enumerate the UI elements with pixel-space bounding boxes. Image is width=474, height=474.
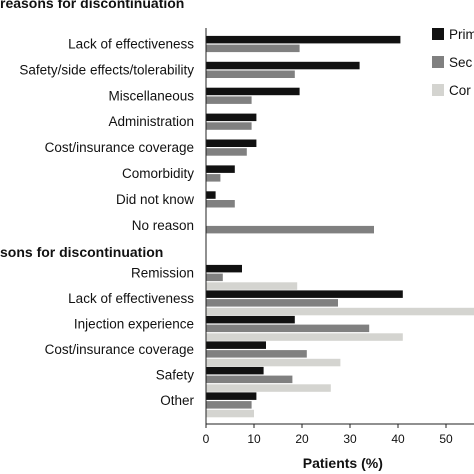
category-label: Cost/insurance coverage xyxy=(45,140,194,155)
bar-cor xyxy=(206,333,403,341)
bar-sec xyxy=(206,401,252,409)
bar-prim xyxy=(206,191,216,199)
bar-sec xyxy=(206,122,252,130)
bar-prim xyxy=(206,139,257,147)
bar-cor xyxy=(206,384,331,392)
x-tick-label: 40 xyxy=(391,432,405,446)
category-label: Comorbidity xyxy=(122,166,194,181)
bar-prim xyxy=(206,392,257,400)
category-label: Lack of effectiveness xyxy=(68,291,194,306)
category-label: Cost/insurance coverage xyxy=(45,342,194,357)
bar-sec xyxy=(206,174,221,182)
legend-label: Prim xyxy=(449,27,474,42)
bar-prim xyxy=(206,165,235,173)
bar-sec xyxy=(206,148,247,156)
bar-cor xyxy=(206,282,298,290)
x-tick-label: 20 xyxy=(295,432,309,446)
category-label: Other xyxy=(160,393,194,408)
bar-prim xyxy=(206,87,300,96)
x-tick-label: 50 xyxy=(439,432,453,446)
legend-label: Sec xyxy=(449,55,473,70)
group-header: reasons for discontinuation xyxy=(0,0,184,11)
legend-swatch-prim xyxy=(432,28,444,40)
category-label: Administration xyxy=(108,114,194,129)
category-label: Miscellaneous xyxy=(108,88,194,103)
x-axis-title: Patients (%) xyxy=(303,455,383,471)
bar-sec xyxy=(206,324,370,333)
bar-sec xyxy=(206,350,307,358)
bar-prim xyxy=(206,341,266,349)
group-header: sons for discontinuation xyxy=(0,244,163,260)
bar-cor xyxy=(206,358,341,367)
x-tick-label: 30 xyxy=(343,432,357,446)
bar-prim xyxy=(206,290,403,298)
bar-sec xyxy=(206,70,295,78)
bar-prim xyxy=(206,113,257,122)
category-label: Did not know xyxy=(116,192,194,207)
bar-cor xyxy=(206,307,474,316)
legend-swatch-cor xyxy=(432,84,444,96)
x-tick-label: 0 xyxy=(203,432,210,446)
category-label: Lack of effectiveness xyxy=(68,37,194,52)
category-label: Safety xyxy=(156,368,195,383)
bar-sec xyxy=(206,225,374,234)
category-label: No reason xyxy=(132,218,194,233)
category-label: Remission xyxy=(131,266,194,281)
legend-label: Cor xyxy=(449,83,471,98)
bar-prim xyxy=(206,35,401,44)
bar-sec xyxy=(206,96,252,104)
bar-prim xyxy=(206,61,360,70)
bar-sec xyxy=(206,299,338,307)
bar-prim xyxy=(206,264,242,273)
bar-sec xyxy=(206,273,223,282)
bar-sec xyxy=(206,44,300,53)
bar-cor xyxy=(206,409,254,418)
bar-sec xyxy=(206,375,293,384)
bar-sec xyxy=(206,200,235,208)
x-tick-label: 10 xyxy=(247,432,261,446)
bar-prim xyxy=(206,315,295,324)
category-label: Injection experience xyxy=(74,317,194,332)
category-label: Safety/side effects/tolerability xyxy=(19,62,194,77)
legend-swatch-sec xyxy=(432,56,444,68)
bar-prim xyxy=(206,366,264,375)
